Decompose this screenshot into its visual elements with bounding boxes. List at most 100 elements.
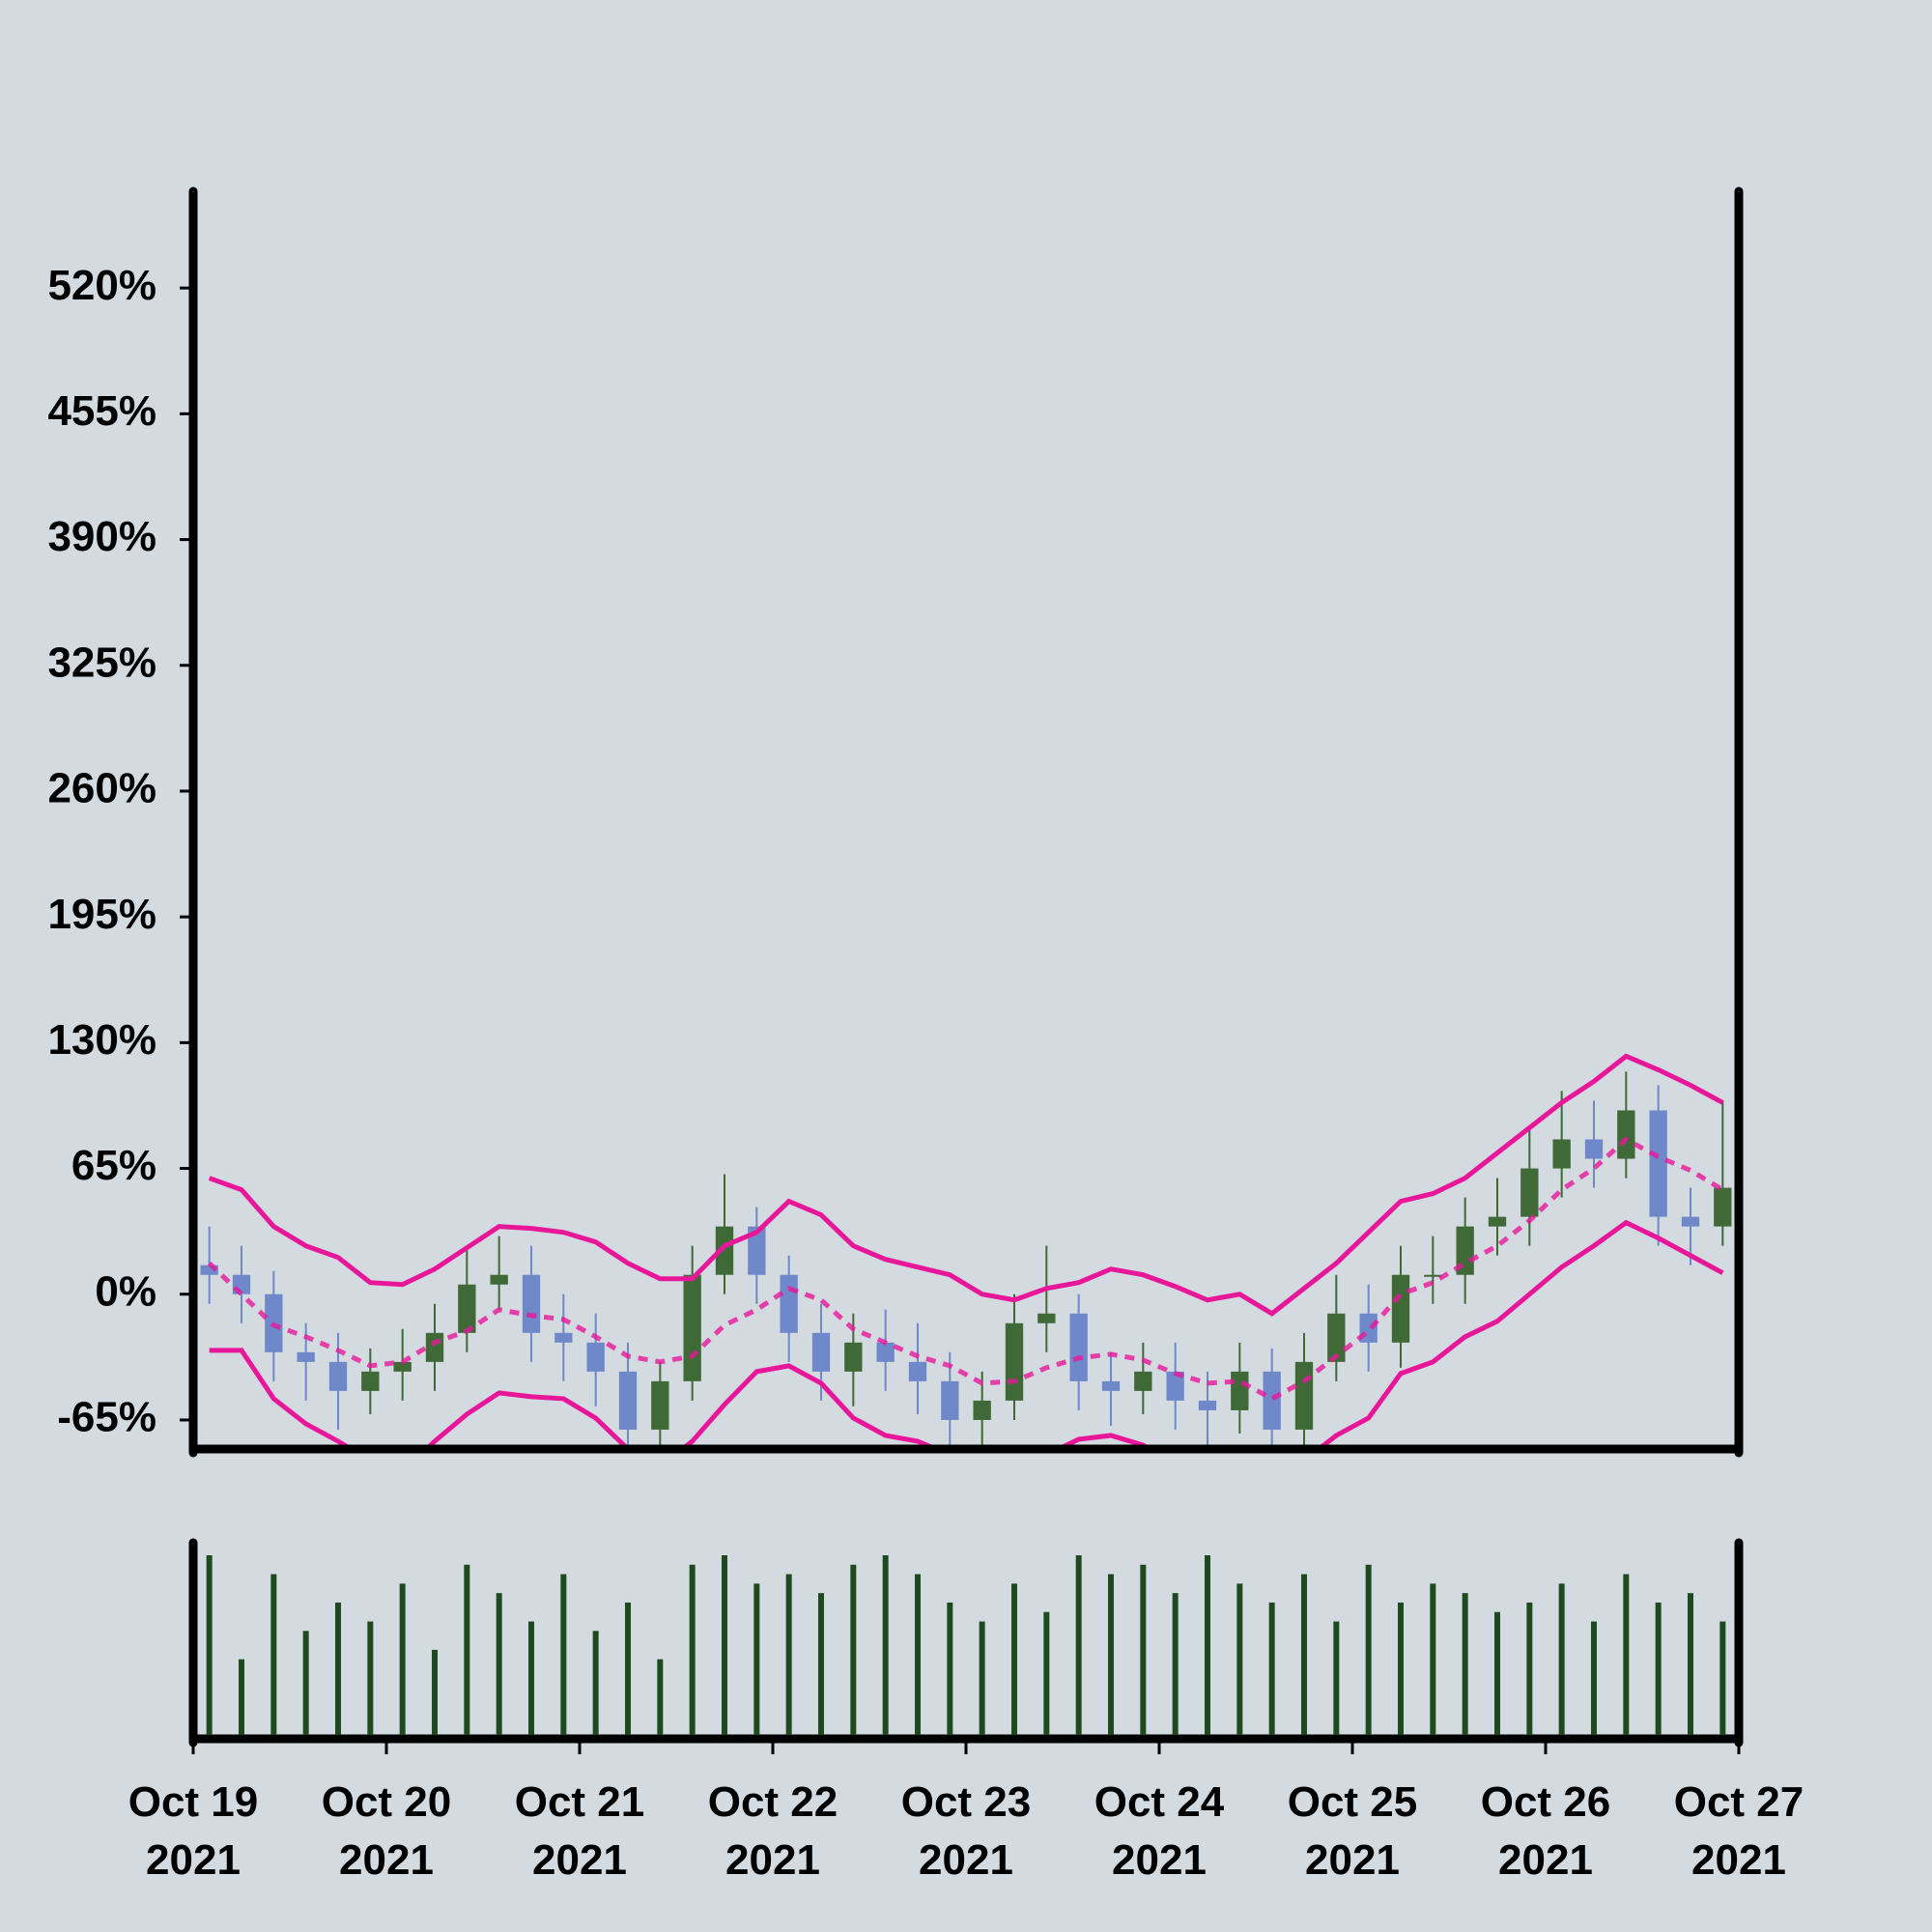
candle-body [618, 1371, 638, 1430]
volume-bar [818, 1593, 824, 1735]
plot-area [200, 1053, 1732, 1449]
volume-bar [882, 1555, 889, 1735]
volume-bar [335, 1602, 341, 1735]
candle-body [1520, 1168, 1539, 1217]
candle-body [554, 1332, 573, 1343]
volume-bar [1558, 1583, 1565, 1735]
volume-bar [1268, 1602, 1275, 1735]
upper-band [208, 1053, 1724, 1317]
volume-bar [1526, 1602, 1533, 1735]
candle-body [1069, 1313, 1088, 1381]
candle-body [1327, 1313, 1346, 1362]
x-tick-label: Oct 19 2021 [128, 1778, 259, 1884]
candle-body [1456, 1226, 1474, 1275]
candle-body [1198, 1400, 1217, 1410]
axes [188, 186, 1744, 1747]
x-tick-label: Oct 24 2021 [1094, 1778, 1225, 1884]
volume-bar [1719, 1621, 1726, 1735]
candle-body [1391, 1274, 1410, 1343]
volume-bar [1688, 1593, 1693, 1735]
volume-bar [1075, 1555, 1082, 1735]
candle-body [393, 1361, 412, 1372]
volume-bar [432, 1649, 438, 1735]
volume-bar [625, 1602, 631, 1735]
candle-body [1552, 1139, 1571, 1169]
candle-body [1101, 1380, 1121, 1391]
candle-body [361, 1371, 380, 1391]
y-tick-label: 260% [47, 765, 156, 812]
candle-body [200, 1264, 218, 1275]
candle-body [1681, 1216, 1700, 1227]
volume-bar [1236, 1583, 1243, 1735]
volume-bar [592, 1631, 599, 1735]
volume-bar [1655, 1602, 1662, 1735]
volume-bar [1623, 1574, 1630, 1735]
volume-bar [1494, 1611, 1500, 1735]
candle-body [651, 1380, 669, 1430]
candle-body [1231, 1371, 1249, 1410]
volume-bar [657, 1659, 664, 1735]
volume-bar [1011, 1583, 1017, 1735]
x-tick-label: Oct 22 2021 [707, 1778, 838, 1884]
volume-bar [239, 1659, 244, 1735]
candle-body [748, 1226, 766, 1275]
volume-bar [1333, 1621, 1340, 1735]
candle-body [297, 1351, 315, 1362]
volume-bar [1108, 1574, 1114, 1735]
y-tick-label: -65% [57, 1394, 156, 1441]
candle-body [941, 1380, 959, 1420]
y-tick-label: 520% [47, 262, 156, 309]
volume-bar [560, 1574, 567, 1735]
y-tick-label: 65% [71, 1142, 156, 1189]
candle-body [458, 1284, 476, 1333]
candle-body [780, 1274, 798, 1333]
volume-bar [1365, 1564, 1372, 1735]
y-tick-label: 130% [47, 1016, 156, 1064]
candle-body [522, 1274, 541, 1333]
x-tick-label: Oct 23 2021 [900, 1778, 1032, 1884]
candle-body [1166, 1371, 1184, 1401]
candle-body [425, 1332, 444, 1362]
volume-bar [399, 1583, 406, 1735]
volume-bar [753, 1583, 760, 1735]
lower-band [209, 1219, 1724, 1449]
x-tick-label: Oct 26 2021 [1480, 1778, 1611, 1884]
volume-bar [785, 1574, 792, 1735]
volume-bar [1205, 1555, 1210, 1735]
x-tick-label: Oct 21 2021 [514, 1778, 645, 1884]
volume-bar [689, 1564, 696, 1735]
volume-bar [464, 1564, 470, 1735]
volume-bar [302, 1631, 309, 1735]
volume-bar [979, 1621, 985, 1735]
candle-body [1134, 1371, 1152, 1391]
volume-bar [722, 1555, 727, 1735]
volume-bar [528, 1621, 534, 1735]
volume-bar [1301, 1574, 1307, 1735]
candle-body [844, 1342, 863, 1372]
volume-bar [270, 1574, 277, 1735]
volume-bar [1043, 1611, 1050, 1735]
candle-body [328, 1361, 348, 1391]
y-tick-label: 0% [95, 1267, 156, 1315]
candle-body [876, 1342, 895, 1362]
candle-body [490, 1274, 508, 1285]
y-tick-label: 390% [47, 513, 156, 560]
volume-bar [206, 1555, 213, 1735]
volume-bar [1430, 1583, 1436, 1735]
volume-bar [1398, 1602, 1404, 1735]
middle-band [207, 1136, 1724, 1402]
x-tick-label: Oct 20 2021 [321, 1778, 452, 1884]
candle-body [1649, 1110, 1667, 1217]
volume-bar [850, 1564, 857, 1735]
candle-body [1263, 1371, 1281, 1430]
y-tick-label: 325% [47, 639, 156, 686]
volume-bar [1591, 1621, 1597, 1735]
volume-bar [1140, 1564, 1147, 1735]
candle-body [715, 1226, 734, 1275]
candle-body [1584, 1139, 1604, 1159]
volume-bar [1462, 1593, 1468, 1735]
candle-body [1294, 1361, 1314, 1430]
candle-body [1488, 1216, 1507, 1227]
